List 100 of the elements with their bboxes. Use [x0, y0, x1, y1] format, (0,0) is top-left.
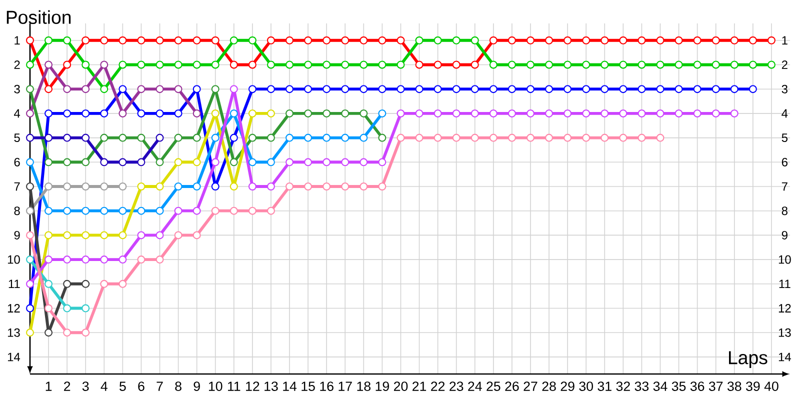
x-tick-label: 16: [320, 382, 334, 391]
point: [137, 256, 146, 264]
point: [118, 60, 127, 69]
point: [82, 158, 90, 166]
x-axis-title: Laps: [729, 351, 768, 368]
point: [545, 134, 554, 142]
point: [452, 109, 460, 118]
x-tick-label: 14: [283, 382, 297, 391]
point: [211, 134, 220, 142]
point: [100, 109, 108, 118]
y2-tick-label: 14: [778, 352, 791, 362]
point: [286, 36, 294, 44]
point: [304, 134, 312, 142]
x-tick-label: 21: [412, 382, 426, 391]
y2-tick-label: 4: [782, 109, 788, 118]
point: [304, 36, 312, 44]
point: [192, 158, 201, 166]
point: [82, 328, 90, 337]
point: [378, 85, 386, 94]
point: [638, 109, 646, 118]
point: [44, 280, 53, 288]
point: [452, 36, 460, 44]
point: [156, 36, 164, 44]
x-tick-label: 15: [302, 382, 315, 391]
point: [118, 158, 127, 166]
point: [230, 134, 238, 142]
y-tick-label: 7: [14, 182, 20, 191]
point: [712, 60, 720, 69]
point: [118, 85, 127, 94]
point: [322, 158, 331, 166]
x-tick-label: 35: [672, 382, 686, 391]
y2-tick-label: 12: [778, 304, 791, 312]
point: [248, 60, 256, 69]
point: [767, 36, 776, 44]
point: [156, 256, 164, 264]
point: [730, 85, 738, 94]
point: [470, 134, 479, 142]
point: [26, 231, 34, 240]
point: [674, 60, 683, 69]
point: [211, 85, 220, 94]
point: [452, 85, 460, 94]
point: [656, 36, 664, 44]
point: [341, 60, 350, 69]
point: [434, 109, 442, 118]
point: [341, 134, 350, 142]
point: [582, 134, 590, 142]
point: [564, 134, 572, 142]
point: [211, 36, 220, 44]
x-tick-label: 2: [64, 382, 70, 391]
y2-tick-label: 6: [782, 158, 788, 166]
point: [156, 60, 164, 69]
point: [266, 206, 275, 215]
point: [322, 109, 331, 118]
point: [118, 182, 127, 190]
point: [156, 134, 164, 142]
x-tick-label: 36: [690, 382, 704, 391]
point: [600, 109, 609, 118]
point: [508, 134, 516, 142]
x-tick-label: 3: [82, 382, 89, 391]
point: [82, 304, 90, 312]
point: [192, 60, 201, 69]
point: [230, 85, 238, 94]
point: [656, 134, 664, 142]
point: [82, 256, 90, 264]
point: [360, 109, 368, 118]
point: [360, 85, 368, 94]
point: [26, 328, 34, 337]
point: [564, 36, 572, 44]
point: [322, 60, 331, 69]
point: [63, 158, 72, 166]
point: [266, 60, 275, 69]
point: [748, 85, 757, 94]
x-tick-label: 19: [376, 382, 389, 391]
x-tick-label: 6: [138, 382, 144, 391]
y2-tick-label: 8: [782, 206, 788, 216]
point: [63, 36, 72, 44]
point: [82, 85, 90, 94]
point: [137, 231, 146, 240]
point: [322, 36, 331, 44]
point: [470, 36, 479, 44]
y2-tick-label: 10: [778, 255, 791, 264]
point: [174, 109, 182, 118]
point: [415, 134, 424, 142]
point: [248, 109, 256, 118]
point: [192, 85, 201, 94]
point: [656, 85, 664, 94]
x-tick-label: 38: [727, 382, 742, 391]
point: [100, 36, 108, 44]
point: [693, 85, 702, 94]
x-tick-label: 28: [542, 382, 556, 391]
point: [286, 85, 294, 94]
point: [100, 134, 108, 142]
x-tick-label: 17: [338, 382, 352, 391]
x-tick-label: 33: [634, 382, 649, 391]
point: [100, 182, 108, 190]
point: [174, 60, 182, 69]
point: [304, 182, 312, 190]
point: [674, 36, 683, 44]
y-tick-label: 1: [14, 36, 20, 45]
point: [137, 109, 146, 118]
